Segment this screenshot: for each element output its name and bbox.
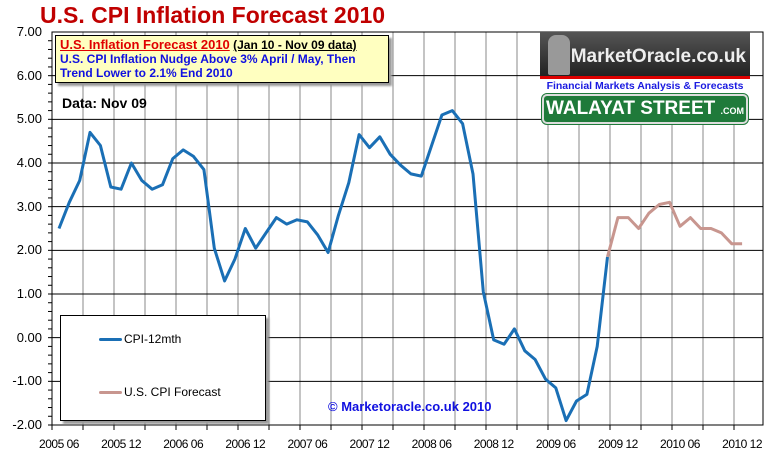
- legend-item-forecast: U.S. CPI Forecast: [99, 385, 221, 399]
- legend-label: CPI-12mth: [124, 332, 182, 346]
- x-tick-label: 2007 06: [287, 437, 328, 451]
- sign-text: WALAYAT STREET: [545, 98, 716, 119]
- y-tick-label: 6.00: [16, 67, 42, 83]
- y-tick-label: 7.00: [16, 24, 42, 39]
- x-tick-label: 2008 12: [473, 437, 514, 451]
- y-tick-label: 4.00: [16, 155, 42, 170]
- x-tick-label: 2010 06: [660, 437, 700, 451]
- statue-icon: [548, 35, 570, 75]
- y-tick-label: -2.00: [12, 417, 42, 432]
- series-line-1: [606, 200, 743, 258]
- data-date-label: Data: Nov 09: [62, 95, 147, 111]
- x-tick-label: 2010 12: [722, 437, 763, 451]
- logo-tagline: Financial Markets Analysis & Forecasts: [546, 80, 744, 92]
- y-tick-label: 1.00: [16, 286, 42, 301]
- y-tick-label: 3.00: [16, 198, 42, 214]
- annotation-range: (Jan 10 - Nov 09 data): [233, 38, 357, 52]
- legend-swatch: [99, 337, 122, 341]
- annotation-line1: U.S. CPI Inflation Nudge Above 3% April …: [60, 52, 356, 66]
- series-line-0: [57, 109, 609, 423]
- copyright: © Marketoracle.co.uk 2010: [328, 399, 492, 414]
- annotation-line2: Trend Lower to 2.1% End 2010: [60, 66, 233, 80]
- sign-suffix: .COM: [720, 106, 745, 116]
- x-tick-label: 2007 12: [349, 437, 390, 451]
- legend-swatch: [99, 390, 122, 394]
- y-tick-label: -1.00: [12, 373, 42, 389]
- x-tick-label: 2009 12: [597, 437, 638, 451]
- logo-name: MarketOracle.co.uk: [570, 46, 746, 67]
- y-tick-label: 2.00: [16, 242, 42, 258]
- walayat-street-sign: WALAYAT STREET .COM: [542, 94, 748, 124]
- annotation-box: U.S. Inflation Forecast 2010 (Jan 10 - N…: [55, 35, 389, 83]
- annotation-heading: U.S. Inflation Forecast 2010: [60, 37, 230, 52]
- x-tick-label: 2008 06: [411, 437, 452, 451]
- x-tick-label: 2005 12: [101, 437, 142, 451]
- y-tick-label: 0.00: [16, 329, 42, 345]
- legend-item-cpi: CPI-12mth: [99, 332, 181, 346]
- marketoracle-logo: MarketOracle.co.uk Financial Markets Ana…: [540, 32, 750, 124]
- x-tick-label: 2006 06: [163, 437, 204, 451]
- y-tick-label: 5.00: [16, 111, 42, 127]
- chart-title: U.S. CPI Inflation Forecast 2010: [40, 2, 386, 28]
- x-tick-label: 2009 06: [535, 437, 576, 451]
- legend: CPI-12mth U.S. CPI Forecast: [60, 315, 266, 421]
- x-tick-label: 2005 06: [39, 437, 79, 451]
- legend-label: U.S. CPI Forecast: [124, 385, 221, 399]
- x-tick-label: 2006 12: [225, 437, 266, 451]
- plot-border: [51, 31, 764, 426]
